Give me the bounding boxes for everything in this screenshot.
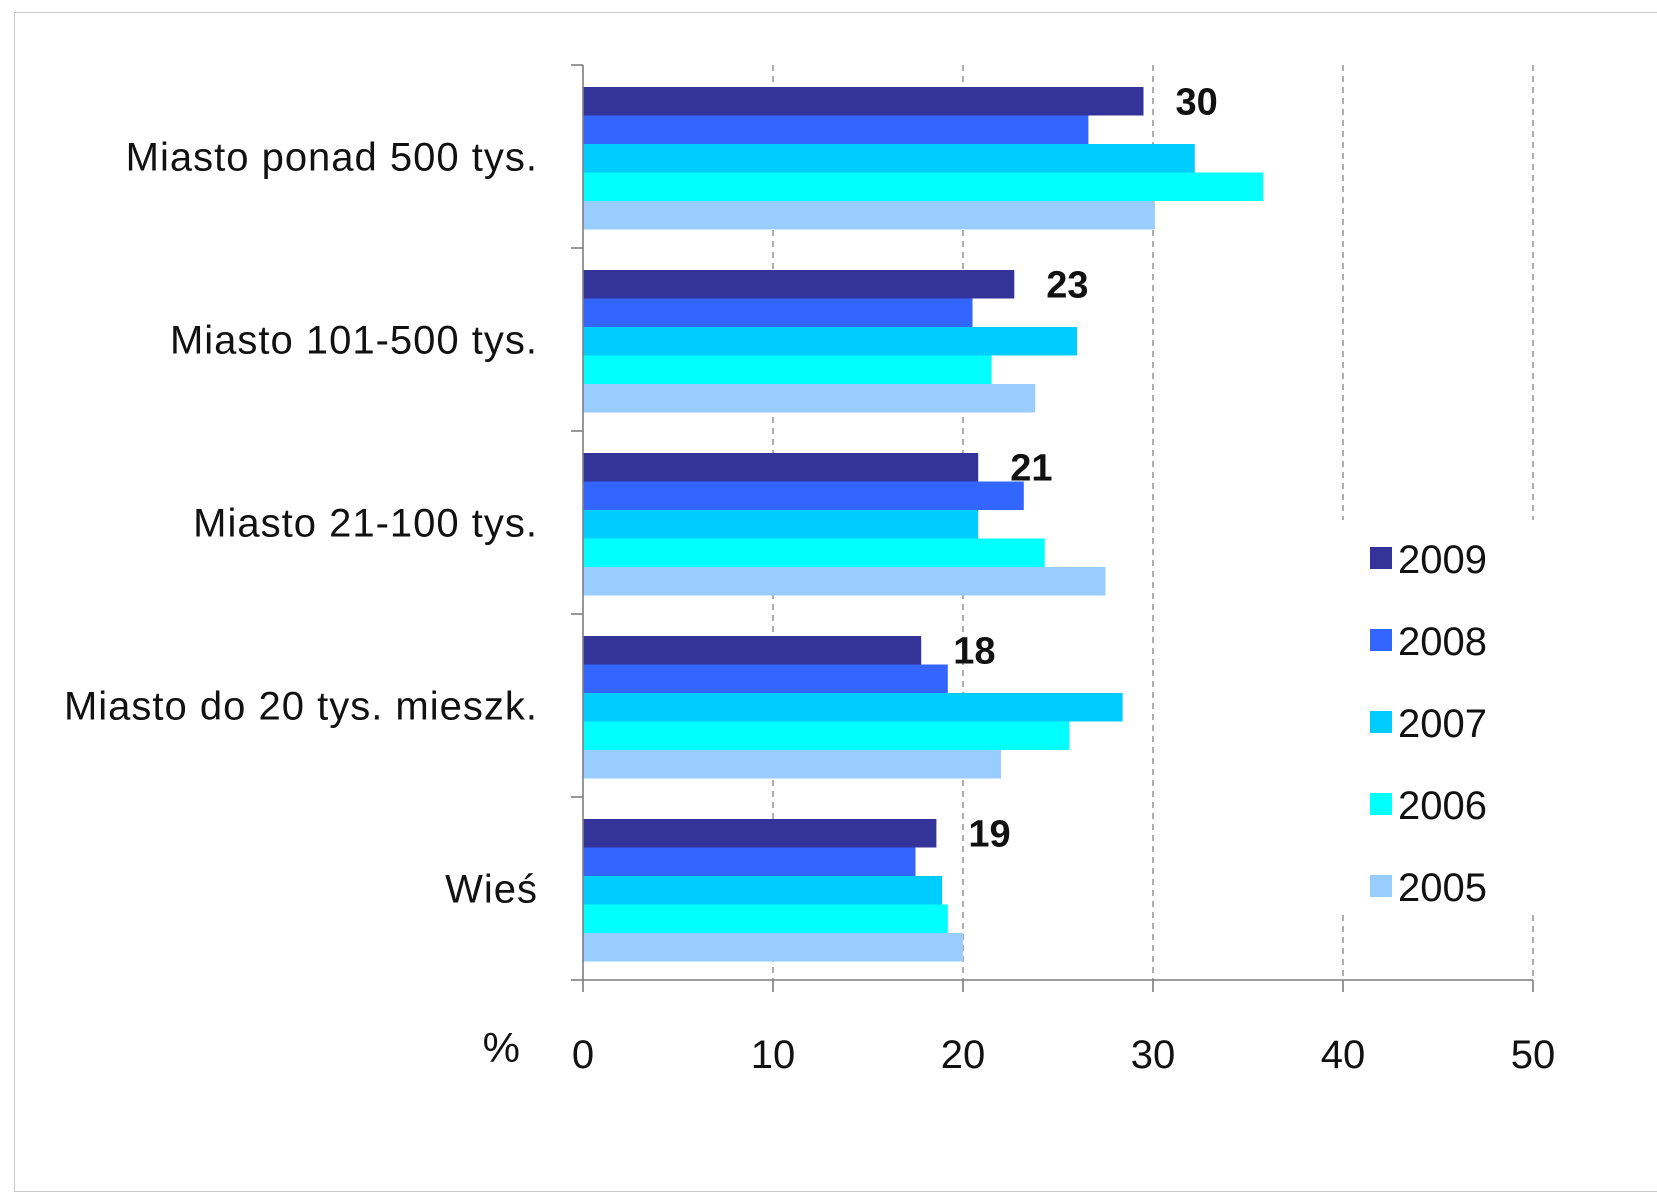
data-label: 19 <box>968 813 1010 855</box>
legend: 2009 2008 2007 2006 2005 <box>1370 538 1487 910</box>
bar-2008 <box>583 664 948 693</box>
bar-2009 <box>583 453 979 482</box>
bar-2005 <box>583 201 1155 230</box>
x-tick-labels: 0 10 20 30 40 50 <box>572 1033 1555 1077</box>
bar-2009 <box>583 87 1144 116</box>
legend-label: 2005 <box>1398 866 1487 910</box>
x-tick-label: 40 <box>1321 1033 1366 1077</box>
x-tick-label: 0 <box>572 1033 594 1077</box>
category-label: Miasto 101-500 tys. <box>170 319 538 363</box>
bar-2009 <box>583 636 922 665</box>
bar-2005 <box>583 384 1036 413</box>
bar-2005 <box>583 567 1106 596</box>
bar-2008 <box>583 298 973 327</box>
legend-swatch-2005 <box>1370 875 1392 897</box>
category-label: Wieś <box>445 868 538 912</box>
axes <box>571 64 1534 992</box>
category-label: Miasto do 20 tys. mieszk. <box>64 685 538 729</box>
category-labels: Miasto ponad 500 tys. Miasto 101-500 tys.… <box>64 136 538 912</box>
data-label: 23 <box>1046 264 1088 306</box>
bar-2006 <box>583 721 1070 750</box>
bars <box>583 87 1264 962</box>
bar-2008 <box>583 481 1024 510</box>
data-labels: 30 23 21 18 19 <box>953 81 1218 855</box>
bar-2007 <box>583 144 1195 173</box>
bar-2009 <box>583 270 1015 299</box>
bar-2006 <box>583 355 992 384</box>
bar-chart: Miasto ponad 500 tys. Miasto 101-500 tys.… <box>64 64 1555 1077</box>
x-tick-label: 50 <box>1511 1033 1556 1077</box>
bar-2008 <box>583 847 916 876</box>
x-axis-unit-label: % <box>483 1024 520 1071</box>
category-label: Miasto ponad 500 tys. <box>126 136 538 180</box>
data-label: 21 <box>1010 447 1052 489</box>
legend-swatch-2007 <box>1370 711 1392 733</box>
x-tick-label: 30 <box>1131 1033 1176 1077</box>
bar-2007 <box>583 327 1077 356</box>
bar-2005 <box>583 750 1001 779</box>
legend-label: 2008 <box>1398 620 1487 664</box>
legend-swatch-2006 <box>1370 793 1392 815</box>
data-label: 18 <box>953 630 995 672</box>
x-tick-label: 10 <box>751 1033 796 1077</box>
bar-2007 <box>583 510 979 539</box>
bar-2007 <box>583 693 1123 722</box>
legend-swatch-2009 <box>1370 547 1392 569</box>
bar-2005 <box>583 933 963 962</box>
bar-2006 <box>583 172 1264 201</box>
bar-2007 <box>583 876 943 905</box>
legend-label: 2006 <box>1398 784 1487 828</box>
category-label: Miasto 21-100 tys. <box>193 502 538 546</box>
legend-label: 2009 <box>1398 538 1487 582</box>
bar-2006 <box>583 904 948 933</box>
data-label: 30 <box>1176 81 1218 123</box>
legend-swatch-2008 <box>1370 629 1392 651</box>
x-tick-label: 20 <box>941 1033 986 1077</box>
bar-2009 <box>583 819 937 848</box>
bar-2008 <box>583 115 1089 144</box>
legend-label: 2007 <box>1398 702 1487 746</box>
bar-2006 <box>583 538 1045 567</box>
